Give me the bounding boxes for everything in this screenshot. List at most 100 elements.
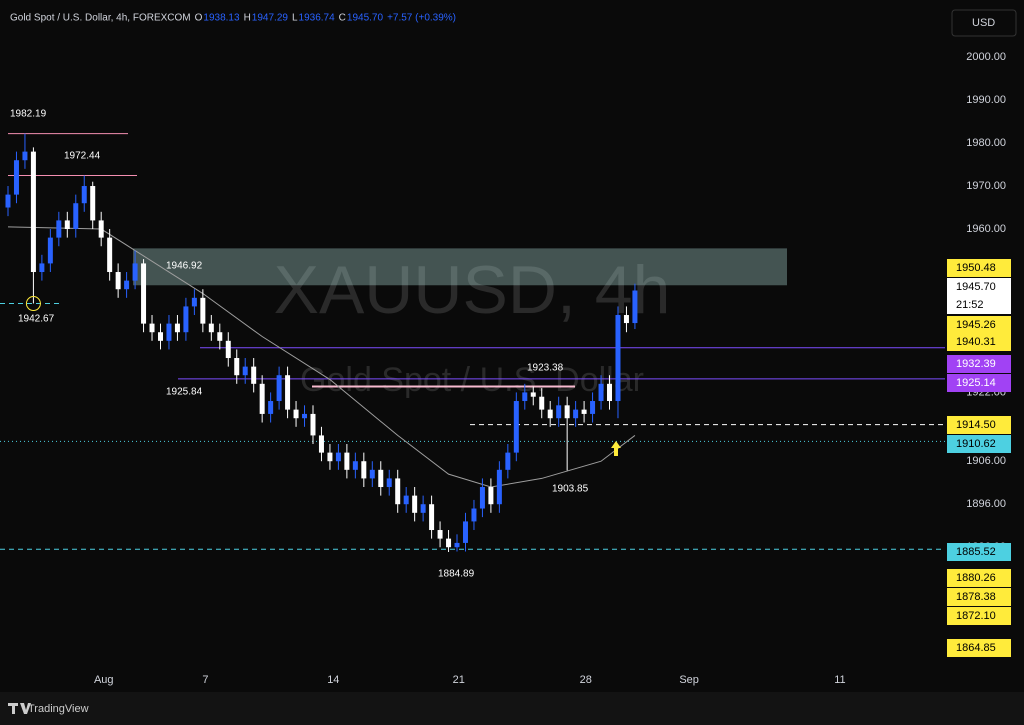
price-badge [947, 607, 1011, 625]
price-badge [947, 588, 1011, 606]
candle-body [539, 396, 545, 410]
candle-body [47, 237, 53, 264]
candle-body [496, 469, 502, 505]
price-badge [947, 639, 1011, 657]
candle-body [454, 542, 460, 548]
y-tick-label: 1970.00 [966, 180, 1006, 192]
symbol: Gold Spot / U.S. Dollar, 4h, FOREXCOM [10, 13, 191, 24]
candle-body [149, 323, 155, 333]
ohlc-value: 1945.70 [347, 13, 384, 24]
candle-body [446, 538, 452, 548]
price-badge-label: 1910.62 [956, 438, 996, 450]
price-badge-label: 1864.85 [956, 642, 996, 654]
candle-body [564, 405, 570, 419]
candle-body [479, 487, 485, 509]
x-tick-label: 28 [580, 674, 592, 686]
candle-body [420, 504, 426, 513]
x-tick-label: 11 [834, 674, 845, 686]
price-badge-label: 1945.26 [956, 319, 996, 331]
y-tick-label: 2000.00 [966, 51, 1006, 63]
candle-body [412, 495, 418, 513]
ohlc-key: O [195, 13, 203, 24]
candle-body [174, 323, 180, 333]
arrow [611, 441, 621, 456]
marker-circle [25, 296, 41, 312]
watermark-title: XAUUSD, 4h [274, 252, 671, 328]
price-badge-label: 1950.48 [956, 262, 996, 274]
candle-body [124, 280, 130, 290]
price-badge-label: 1940.31 [956, 336, 996, 348]
ohlc-value: 1936.74 [299, 13, 336, 24]
candle-body [615, 315, 621, 402]
price-label: 1903.85 [552, 484, 589, 495]
price-badge [947, 355, 1011, 373]
candle-body [81, 186, 87, 204]
candle-body [607, 383, 613, 402]
candle-body [200, 297, 206, 324]
candle-body [327, 452, 333, 462]
candle-body [5, 194, 11, 208]
candle-body [623, 315, 629, 324]
candle-body [64, 220, 70, 230]
price-badge [947, 569, 1011, 587]
candle-body [547, 409, 553, 419]
candle-body [513, 401, 519, 453]
candle-body [217, 332, 223, 341]
candle-body [318, 435, 324, 453]
y-tick-label: 1896.00 [966, 498, 1006, 510]
footer-bar [0, 692, 1024, 725]
candle-body [56, 220, 62, 238]
candle-body [573, 409, 579, 419]
ohlc-value: 1947.29 [252, 13, 289, 24]
candle-body [268, 401, 274, 414]
price-badge [947, 296, 1011, 314]
x-tick-label: 14 [327, 674, 339, 686]
ohlc-key: L [292, 13, 298, 24]
candle-body [242, 366, 248, 376]
candle-body [293, 409, 299, 419]
candle-body [556, 405, 562, 419]
candle-body [395, 478, 401, 505]
price-label: 1884.89 [438, 569, 475, 580]
price-badge-label: 1872.10 [956, 610, 996, 622]
moving-average [7, 226, 636, 488]
ohlc-key: C [339, 13, 346, 24]
candle-body [225, 340, 231, 359]
price-badge [947, 374, 1011, 392]
price-badge [947, 416, 1011, 434]
y-tick-label: 1980.00 [966, 137, 1006, 149]
candle-body [22, 151, 28, 161]
candle-body [141, 263, 147, 324]
price-badge-label: 21:52 [956, 299, 984, 311]
plot: 1982.19 1972.44 1946.92 1942.67 1925.84 1923.… [0, 109, 945, 580]
candle-body [386, 478, 392, 488]
candle-body [344, 452, 350, 470]
x-tick-label: 7 [202, 674, 208, 686]
candle-body [632, 290, 638, 324]
price-badge [947, 316, 1011, 334]
candle-body [13, 160, 19, 195]
candle-body [429, 504, 435, 531]
candle-body [183, 306, 189, 333]
price-label: 1982.19 [10, 109, 47, 120]
candle-body [403, 495, 409, 505]
candle-body [378, 469, 384, 488]
candle-body [191, 297, 197, 307]
candle-body [73, 203, 79, 230]
candle-body [302, 413, 308, 419]
price-badge [947, 278, 1011, 296]
candle-body [505, 452, 511, 470]
candle-body [98, 220, 104, 238]
currency-button[interactable] [951, 9, 1017, 37]
price-label: 1923.38 [527, 363, 564, 374]
candle-body [352, 461, 358, 470]
candle-body [462, 521, 468, 543]
price-badge-label: 1878.38 [956, 591, 996, 603]
candle-body [234, 358, 240, 376]
candle-body [335, 452, 341, 462]
candle-body [471, 508, 477, 522]
y-tick-label: 1906.00 [966, 455, 1006, 467]
candle-body [361, 461, 367, 479]
